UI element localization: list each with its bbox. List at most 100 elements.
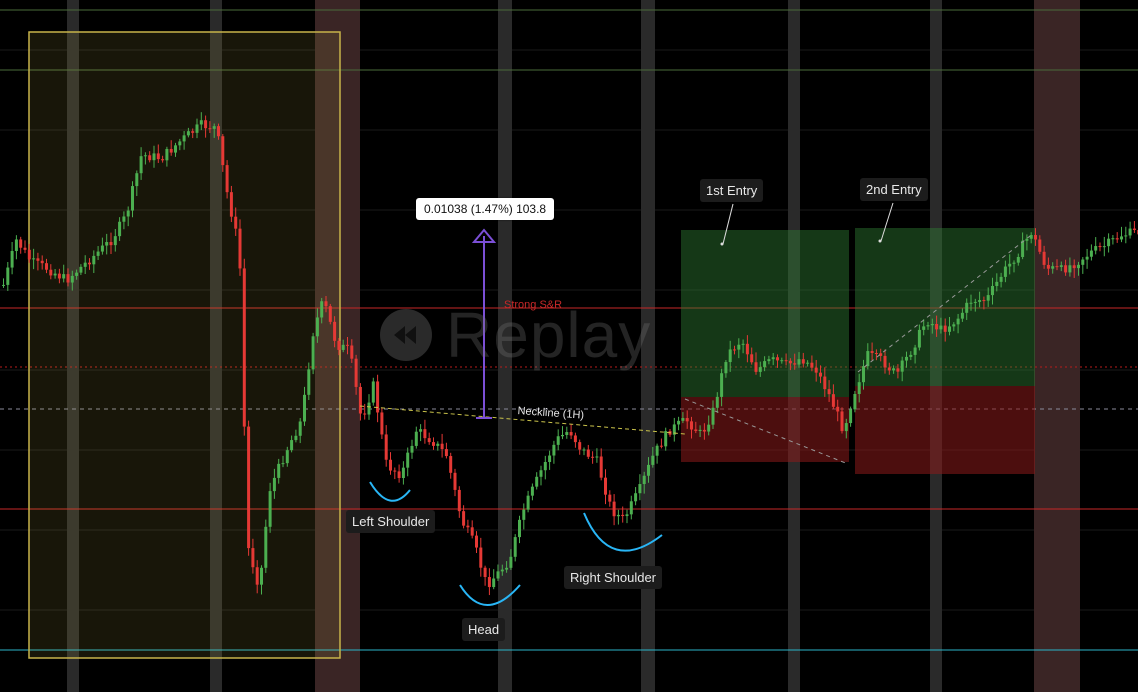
- candle-body: [174, 145, 177, 153]
- candle-body: [595, 456, 599, 458]
- candle-body: [1042, 251, 1046, 265]
- candle-body: [466, 525, 470, 528]
- left-shoulder-curve[interactable]: [369, 481, 411, 502]
- candle-body: [750, 354, 754, 363]
- profit-zone-1[interactable]: [681, 230, 849, 397]
- candle-body: [591, 456, 595, 458]
- left-shoulder-label: Left Shoulder: [346, 510, 436, 533]
- candle-body: [260, 567, 263, 585]
- candle-body: [801, 359, 805, 364]
- candle-body: [797, 359, 801, 365]
- candle-body: [741, 343, 745, 345]
- candle-body: [952, 324, 956, 327]
- candle-body: [432, 442, 435, 446]
- candle-body: [973, 301, 977, 303]
- candlesticks: [2, 112, 1138, 596]
- entry2-pointer: [880, 202, 894, 242]
- candle-body: [105, 242, 109, 246]
- candle-body: [1085, 256, 1089, 260]
- candle-body: [1107, 238, 1111, 247]
- candle-body: [543, 462, 547, 471]
- candle-body: [608, 494, 612, 502]
- candle-body: [423, 429, 427, 439]
- candle-body: [66, 274, 70, 283]
- candle-body: [406, 452, 410, 468]
- candle-body: [655, 445, 659, 456]
- candle-body: [341, 344, 345, 350]
- candle-body: [251, 548, 255, 568]
- candle-body: [702, 429, 706, 432]
- candle-body: [1077, 264, 1080, 269]
- candle-body: [1115, 238, 1119, 240]
- candle-body: [191, 131, 195, 133]
- arrow-up-icon: [471, 228, 497, 243]
- candle-body: [535, 476, 539, 487]
- candle-body: [10, 251, 14, 268]
- candle-body: [234, 216, 238, 229]
- candle-body: [965, 302, 969, 313]
- candle-body: [221, 136, 225, 166]
- entry-2-label: 2nd Entry: [860, 178, 928, 201]
- candle-body: [285, 450, 289, 464]
- highlight-box[interactable]: [28, 31, 341, 659]
- neckline-line[interactable]: [359, 405, 686, 435]
- candle-body: [410, 445, 414, 453]
- long-position-1[interactable]: [681, 230, 849, 462]
- candle-body: [83, 262, 87, 267]
- candle-body: [139, 156, 143, 174]
- candle-body: [530, 486, 534, 496]
- candle-body: [690, 421, 693, 430]
- candle-body: [113, 236, 117, 246]
- candle-body: [1089, 250, 1093, 257]
- candle-body: [350, 345, 354, 359]
- strong-sr-label: Strong S&R: [504, 299, 563, 311]
- candle-body: [337, 340, 341, 350]
- candle-body: [1029, 235, 1033, 239]
- candle-body: [582, 449, 586, 451]
- candle-body: [827, 389, 831, 395]
- candle-body: [711, 407, 715, 425]
- candle-body: [470, 527, 474, 536]
- candle-body: [290, 440, 294, 451]
- trade-path-1[interactable]: [684, 398, 849, 465]
- candle-body: [522, 509, 526, 520]
- candle-body: [586, 449, 590, 457]
- candle-body: [505, 567, 509, 570]
- candle-body: [268, 491, 272, 527]
- candle-body: [36, 258, 40, 261]
- candle-body: [659, 445, 663, 447]
- candle-body: [991, 285, 994, 296]
- candle-body: [569, 432, 573, 436]
- candle-body: [1072, 265, 1076, 269]
- candle-body: [79, 266, 83, 273]
- candle-body: [986, 295, 990, 301]
- candle-body: [1003, 266, 1007, 277]
- candle-body: [728, 349, 732, 363]
- candle-body: [612, 501, 616, 517]
- candle-body: [96, 251, 100, 256]
- candle-body: [23, 247, 27, 250]
- candle-body: [1034, 235, 1037, 240]
- candle-body: [1016, 256, 1020, 263]
- right-shoulder-curve[interactable]: [583, 512, 663, 552]
- candle-body: [363, 413, 367, 415]
- loss-zone-2[interactable]: [855, 386, 1035, 474]
- candle-body: [629, 501, 633, 515]
- candle-body: [324, 301, 328, 307]
- measure-tool[interactable]: [471, 228, 497, 419]
- candle-body: [969, 302, 973, 304]
- candle-body: [1094, 246, 1098, 251]
- candle-body: [419, 429, 423, 432]
- profit-zone-2[interactable]: [855, 228, 1035, 386]
- head-curve[interactable]: [459, 584, 521, 606]
- long-position-2[interactable]: [855, 228, 1035, 474]
- loss-zone-1[interactable]: [681, 397, 849, 462]
- candle-body: [814, 367, 818, 373]
- candle-body: [784, 360, 788, 362]
- candle-body: [999, 276, 1003, 282]
- candle-body: [776, 357, 779, 361]
- candle-body: [754, 362, 758, 372]
- candle-body: [737, 344, 741, 350]
- candle-body: [186, 131, 190, 136]
